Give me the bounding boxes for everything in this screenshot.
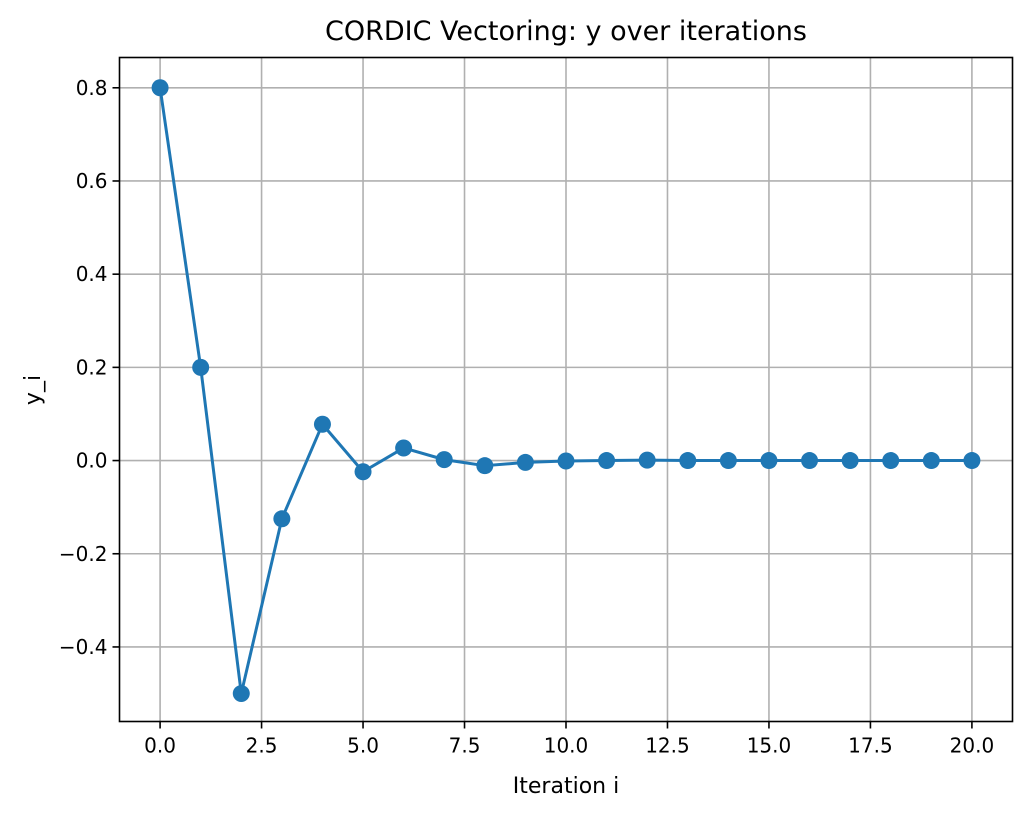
data-point <box>598 452 616 470</box>
data-point <box>963 452 981 470</box>
data-point <box>882 452 900 470</box>
data-point <box>922 452 940 470</box>
y-axis-label: y_i <box>21 375 46 405</box>
data-point <box>760 452 778 470</box>
x-tick-label: 5.0 <box>347 734 379 758</box>
x-tick-label: 20.0 <box>950 734 995 758</box>
data-point <box>476 457 494 475</box>
plot-area <box>151 79 981 703</box>
y-tick-label: 0.8 <box>76 76 108 100</box>
data-point <box>354 463 372 481</box>
data-point <box>679 452 697 470</box>
data-point <box>395 439 413 457</box>
data-point <box>719 452 737 470</box>
x-tick-label: 15.0 <box>747 734 792 758</box>
data-point <box>435 451 453 469</box>
data-point <box>801 452 819 470</box>
data-point <box>638 451 656 469</box>
data-point <box>273 510 291 528</box>
data-point <box>516 453 534 471</box>
grid <box>119 57 1013 722</box>
data-point <box>232 685 250 703</box>
data-point <box>841 452 859 470</box>
x-axis-label: Iteration i <box>513 774 619 799</box>
x-tick-label: 17.5 <box>848 734 893 758</box>
y-tick-label: −0.2 <box>59 542 108 566</box>
y-tick-label: 0.2 <box>76 355 108 379</box>
x-tick-label: 7.5 <box>449 734 481 758</box>
x-tick-label: 12.5 <box>645 734 690 758</box>
data-point <box>313 415 331 433</box>
y-tick-label: 0.0 <box>76 449 108 473</box>
x-tick-label: 2.5 <box>246 734 278 758</box>
x-tick-label: 0.0 <box>144 734 176 758</box>
x-tick-label: 10.0 <box>544 734 589 758</box>
y-tick-label: 0.6 <box>76 169 108 193</box>
y-tick-label: 0.4 <box>76 262 108 286</box>
data-point <box>557 452 575 470</box>
y-tick-label: −0.4 <box>59 635 108 659</box>
ticks: 0.0 2.5 5.0 7.5 10.0 12.5 15.0 17.5 20.0 −0.4 −0.2… <box>59 76 994 758</box>
data-point <box>192 358 210 376</box>
data-point <box>151 79 169 97</box>
chart-title: CORDIC Vectoring: y over iterations <box>325 16 807 47</box>
